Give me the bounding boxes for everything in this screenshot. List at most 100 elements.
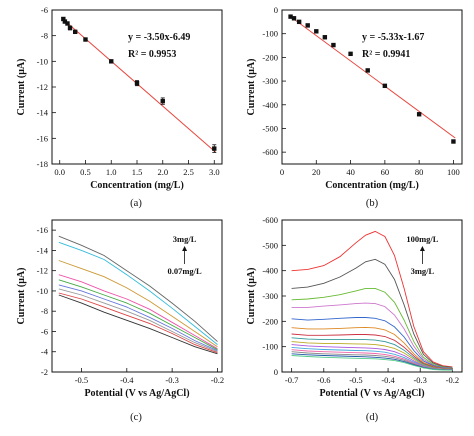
x-tick-label: -0.3: [165, 375, 178, 385]
series-line-7: [291, 333, 453, 370]
plot-frame: [281, 9, 463, 165]
panel-label: (d): [366, 412, 379, 423]
data-point: [322, 35, 328, 40]
x-tick-label: 3.0: [209, 167, 220, 177]
data-point: [365, 68, 370, 73]
data-point: [134, 80, 140, 86]
chart-panel-d: -0.7 -0.6 -0.5 -0.4 -0.3 -0.2 -600 -500 -400 -300…: [246, 215, 463, 423]
y-tick-label: -8: [41, 306, 48, 316]
y-tick-label: -8: [41, 31, 48, 41]
data-point: [61, 16, 66, 22]
series-line-3: [58, 260, 218, 348]
chart-panel-c: -0.5 -0.4 -0.3 -0.2 -16 -14 -12 -10 -8 -6 -4 -2 Pote…: [16, 219, 224, 423]
fit-equation: y = -3.50x-6.49: [128, 32, 190, 43]
y-tick-label: 0: [274, 367, 278, 377]
y-tick-label: -10: [37, 286, 48, 296]
series-line-2: [58, 241, 218, 345]
data-point: [416, 112, 422, 117]
y-tick-label: -300: [262, 76, 278, 86]
data-point: [65, 21, 70, 26]
x-axis-label: Concentration (mg/L): [325, 180, 419, 191]
annotation-high-concentration: 100mg/L: [406, 234, 438, 244]
y-tick-label: 0: [274, 5, 278, 15]
series-line-2: [291, 258, 453, 368]
series-group: [291, 230, 453, 371]
x-tick-label: 40: [346, 167, 355, 177]
y-axis-label: Current (μA): [246, 268, 257, 325]
data-point: [314, 29, 319, 34]
x-axis-label: Concentration (mg/L): [90, 180, 184, 191]
x-tick-label: 100: [447, 167, 460, 177]
data-point: [288, 14, 293, 19]
fit-r-squared: R² = 0.9953: [128, 49, 176, 60]
x-tick-label: 2.0: [157, 167, 168, 177]
y-tick-label: -2: [41, 367, 48, 377]
x-tick-label: -0.3: [413, 375, 426, 385]
series-line-4: [291, 302, 453, 369]
y-tick-label: -14: [37, 245, 49, 255]
fit-r-squared: R² = 0.9941: [362, 49, 410, 60]
data-point: [296, 19, 302, 25]
data-point: [67, 25, 73, 31]
annotation-high-concentration: 3mg/L: [173, 234, 197, 244]
x-tick-label: -0.6: [317, 375, 330, 385]
y-tick-label: -10: [37, 56, 48, 66]
x-tick-label: -0.4: [381, 375, 395, 385]
y-tick-label: -14: [37, 108, 49, 118]
series-line-7: [58, 288, 218, 353]
x-tick-label: 80: [415, 167, 424, 177]
x-tick-label: -0.5: [75, 375, 88, 385]
x-axis-label: Potential (V vs Ag/AgCl): [84, 388, 189, 399]
y-tick-label: -4: [41, 347, 49, 357]
series-line-5: [291, 317, 453, 369]
fit-equation: y = -5.33x-1.67: [362, 32, 424, 43]
annotation-low-concentration: 3mg/L: [411, 266, 435, 276]
x-tick-label: -0.4: [120, 375, 134, 385]
y-tick-label: -200: [262, 52, 278, 62]
chart-panel-b: 0 20 40 60 80 100 0 -100 -200 -300 -400 -500 -600 Con…: [246, 5, 463, 209]
y-tick-label: -300: [262, 291, 278, 301]
chart-panel-a: 0.0 0.5 1.0 1.5 2.0 2.5 3.0 -6 -8 -10 -12 -14 -16 -18…: [16, 5, 223, 209]
panel-label: (c): [130, 412, 142, 423]
panel-label: (a): [130, 198, 142, 209]
data-point: [83, 37, 88, 42]
y-tick-label: -6: [41, 326, 48, 336]
series-line-6: [58, 284, 218, 352]
data-point: [382, 83, 388, 89]
y-tick-label: -12: [37, 82, 48, 92]
series-line-9: [291, 341, 453, 370]
y-tick-label: -100: [262, 29, 278, 39]
y-tick-label: -400: [262, 100, 278, 110]
y-tick-label: -100: [262, 342, 278, 352]
y-tick-label: -600: [262, 147, 278, 157]
data-point: [160, 98, 165, 104]
arrow-head: [419, 246, 425, 251]
y-tick-label: -500: [262, 123, 278, 133]
series-line-5: [58, 279, 218, 351]
y-tick-label: -600: [262, 215, 278, 225]
x-tick-label: 2.5: [183, 167, 194, 177]
y-tick-label: -200: [262, 316, 278, 326]
data-point: [305, 23, 310, 28]
y-tick-label: -16: [37, 225, 48, 235]
series-line-15: [291, 355, 453, 371]
series-line-3: [291, 287, 453, 369]
data-point: [212, 146, 217, 151]
x-tick-label: -0.2: [211, 375, 224, 385]
series-line-1: [291, 230, 453, 368]
data-point: [331, 42, 336, 48]
x-tick-label: 0.5: [80, 167, 91, 177]
data-point: [348, 51, 353, 57]
arrow-head: [182, 246, 188, 251]
x-tick-label: 60: [381, 167, 390, 177]
annotation-low-concentration: 0.07mg/L: [167, 266, 202, 276]
series-line-1: [58, 235, 218, 342]
y-tick-label: -6: [41, 5, 48, 15]
x-tick-label: 0: [280, 167, 284, 177]
x-tick-label: 0.0: [54, 167, 65, 177]
y-tick-label: -18: [37, 159, 48, 169]
x-tick-label: -0.7: [285, 375, 298, 385]
series-line-9: [58, 294, 218, 355]
data-point: [109, 59, 114, 64]
